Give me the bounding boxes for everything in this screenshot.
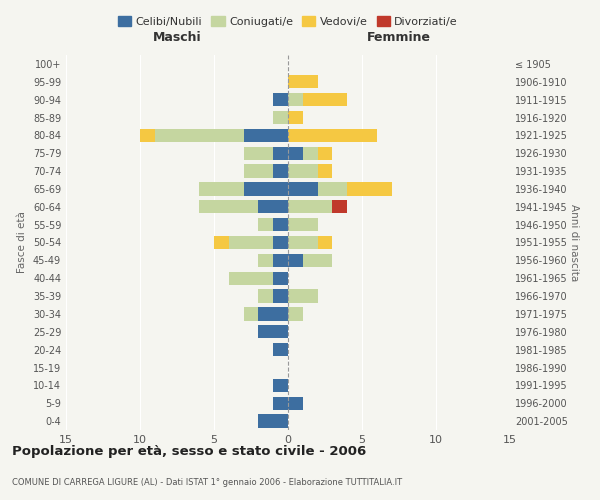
Bar [288,254,303,267]
Bar [244,182,288,196]
Bar [259,200,288,213]
Bar [288,93,303,106]
Bar [288,75,317,88]
Bar [288,128,377,142]
Bar [288,290,317,303]
Bar [303,93,347,106]
Bar [273,343,288,356]
Bar [288,200,332,213]
Bar [244,128,288,142]
Bar [273,218,288,232]
Bar [244,164,273,178]
Bar [229,236,273,249]
Bar [288,182,317,196]
Bar [288,218,317,232]
Text: Maschi: Maschi [152,32,202,44]
Bar [199,200,259,213]
Bar [303,254,332,267]
Bar [288,236,317,249]
Bar [273,378,288,392]
Bar [273,111,288,124]
Bar [259,307,288,320]
Bar [273,164,288,178]
Bar [288,164,317,178]
Bar [288,111,303,124]
Bar [273,290,288,303]
Y-axis label: Fasce di età: Fasce di età [17,212,27,274]
Bar [273,93,288,106]
Bar [317,236,332,249]
Bar [317,182,347,196]
Bar [140,128,155,142]
Bar [317,164,332,178]
Bar [347,182,392,196]
Bar [214,236,229,249]
Text: Femmine: Femmine [367,32,431,44]
Bar [288,146,303,160]
Legend: Celibi/Nubili, Coniugati/e, Vedovi/e, Divorziati/e: Celibi/Nubili, Coniugati/e, Vedovi/e, Di… [113,12,463,32]
Bar [229,272,273,285]
Bar [273,146,288,160]
Bar [259,254,273,267]
Bar [199,182,244,196]
Text: COMUNE DI CARREGA LIGURE (AL) - Dati ISTAT 1° gennaio 2006 - Elaborazione TUTTIT: COMUNE DI CARREGA LIGURE (AL) - Dati IST… [12,478,402,487]
Bar [273,236,288,249]
Text: Popolazione per età, sesso e stato civile - 2006: Popolazione per età, sesso e stato civil… [12,445,366,458]
Bar [155,128,244,142]
Bar [317,146,332,160]
Bar [259,290,273,303]
Bar [288,307,303,320]
Bar [244,307,259,320]
Bar [259,414,288,428]
Bar [259,325,288,338]
Bar [273,254,288,267]
Bar [332,200,347,213]
Bar [273,396,288,410]
Y-axis label: Anni di nascita: Anni di nascita [569,204,579,281]
Bar [244,146,273,160]
Bar [259,218,273,232]
Bar [288,396,303,410]
Bar [273,272,288,285]
Bar [303,146,317,160]
